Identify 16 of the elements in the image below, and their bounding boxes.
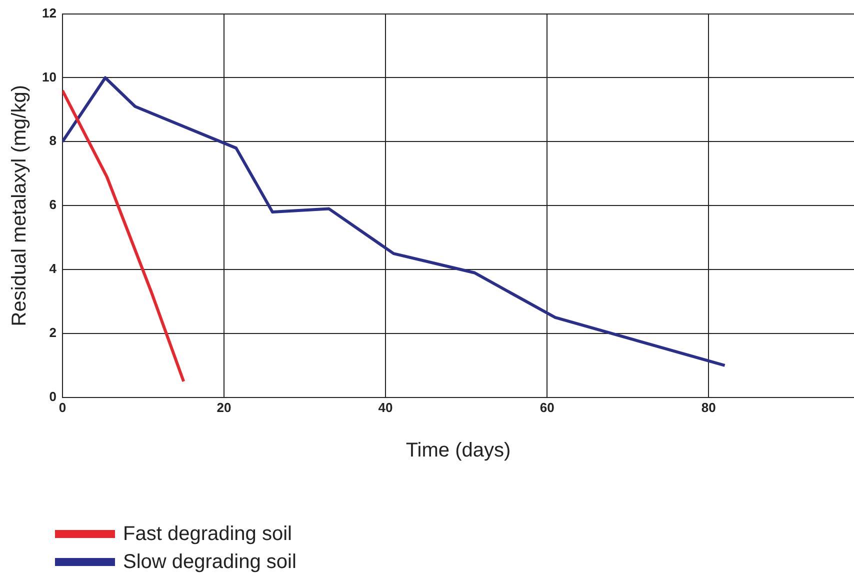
y-tick-label: 0 (49, 388, 56, 404)
y-tick-label: 4 (49, 261, 58, 276)
y-tick-label: 12 (42, 5, 56, 20)
x-tick-label: 80 (701, 400, 716, 415)
y-tick-label: 10 (42, 69, 56, 84)
x-tick-label: 40 (378, 400, 393, 415)
x-tick-label: 0 (58, 400, 66, 415)
x-axis-title: Time (days) (406, 440, 511, 462)
y-tick-label: 2 (49, 325, 56, 340)
y-tick-label: 8 (49, 133, 56, 148)
x-tick-label: 60 (540, 400, 554, 415)
y-axis-title: Residual metalaxyl (mg/kg) (8, 85, 31, 326)
x-tick-label: 20 (216, 400, 232, 415)
legend-label: Fast degrading soil (123, 522, 292, 546)
y-tick-label: 6 (49, 197, 56, 212)
legend-label: Slow degrading soil (123, 550, 296, 574)
